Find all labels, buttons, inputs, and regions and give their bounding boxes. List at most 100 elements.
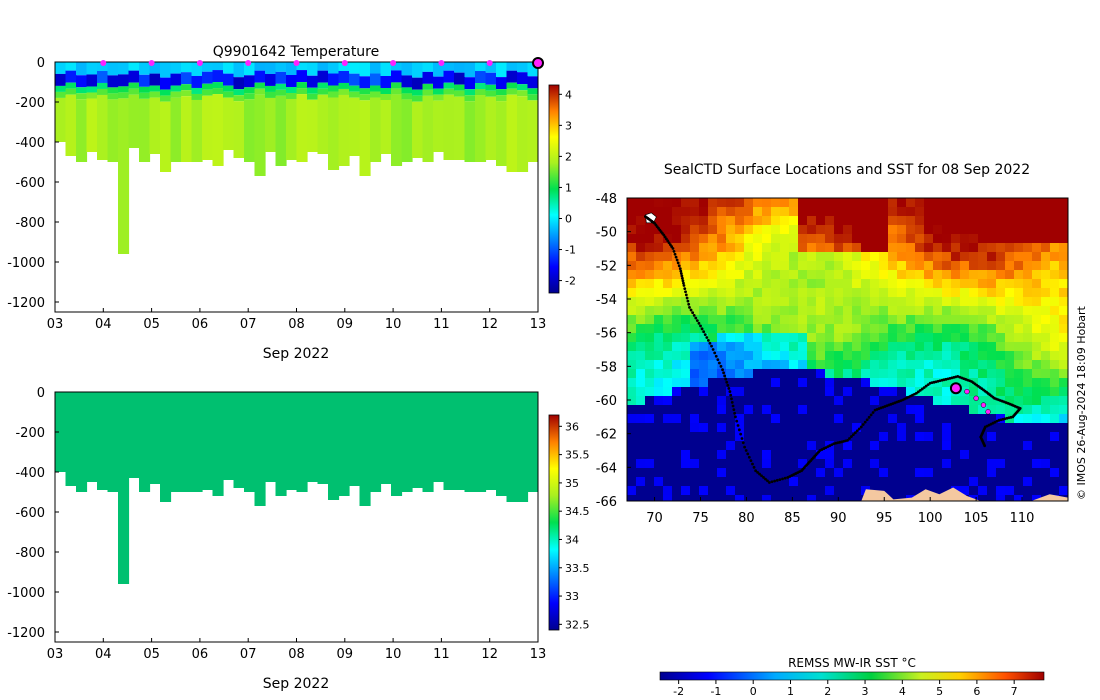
profile-marker [341,60,348,66]
sst-pixel [627,360,637,370]
sst-pixel [1005,234,1015,244]
colorbar-tick-label: -2 [565,275,576,288]
sst-pixel [879,333,889,343]
sst-pixel [1050,477,1060,487]
sst-pixel [798,459,808,469]
track-point [671,247,675,250]
sst-pixel [870,306,880,316]
sst-pixel [924,459,934,469]
sst-pixel [645,306,655,316]
track-point [684,293,688,297]
sst-pixel [789,216,799,226]
sst-pixel [780,396,790,406]
sst-pixel [753,387,763,397]
sst-pixel [744,378,754,388]
sst-pixel [906,405,916,415]
sst-pixel [708,351,718,361]
sst-pixel [645,324,655,334]
sst-pixel [762,315,772,325]
sst-pixel [906,234,916,244]
sst-pixel [987,270,997,280]
sst-pixel [744,477,754,487]
sst-pixel [861,432,871,442]
map-y-tick-label: -56 [596,327,617,342]
temperature-cell [527,100,538,162]
sst-pixel [1005,225,1015,235]
sst-pixel [726,279,736,289]
sst-colorbar-tick-label: -1 [710,685,721,698]
sst-pixel [888,234,898,244]
sst-pixel [681,414,691,424]
sst-pixel [879,414,889,424]
sst-pixel [807,333,817,343]
sst-pixel [708,315,718,325]
sst-pixel [708,234,718,244]
sst-pixel [681,351,691,361]
sst-pixel [627,288,637,298]
sst-pixel [744,486,754,496]
sst-pixel [1041,324,1051,334]
sst-pixel [1059,378,1068,388]
sst-pixel [996,369,1006,379]
sst-pixel [924,216,934,226]
track-point [853,431,857,435]
track-point [731,404,735,408]
sst-pixel [843,423,853,433]
sst-pixel [834,216,844,226]
sst-pixel [708,252,718,262]
sst-pixel [942,234,952,244]
sst-pixel [753,369,763,379]
sst-pixel [1023,459,1033,469]
map-y-tick-label: -48 [596,192,617,207]
colorbar-tick-label: 34 [565,533,579,546]
temperature-cell [380,94,392,101]
sst-pixel [906,198,916,208]
temperature-cell [412,62,424,78]
sst-pixel [771,450,781,460]
sst-pixel [969,234,979,244]
sst-pixel [969,225,979,235]
sst-pixel [681,270,691,280]
sst-pixel [987,306,997,316]
sst-pixel [816,306,826,316]
sst-pixel [663,342,673,352]
sst-pixel [915,225,925,235]
sst-pixel [762,378,772,388]
sst-pixel [807,216,817,226]
sst-pixel [978,270,988,280]
sst-pixel [852,468,862,478]
sst-pixel [816,378,826,388]
sst-pixel [987,225,997,235]
sst-pixel [690,396,700,406]
sst-pixel [780,225,790,235]
sst-pixel [798,315,808,325]
sst-pixel [1059,306,1068,316]
temperature-cell [275,95,287,166]
sst-pixel [717,486,727,496]
sst-pixel [888,324,898,334]
temperature-cell [55,91,67,98]
sst-pixel [960,243,970,253]
x-tick-label: 08 [288,647,305,662]
sst-pixel [834,324,844,334]
sst-pixel [816,369,826,379]
salinity-cell [307,392,319,482]
track-point [857,427,861,431]
temperature-cell [254,82,266,89]
sst-pixel [717,468,727,478]
sst-pixel [699,252,709,262]
colorbar-tick-label: 2 [565,150,572,163]
sst-colorbar-tick-label: 1 [787,685,794,698]
sst-pixel [942,315,952,325]
sst-pixel [807,369,817,379]
sst-pixel [1041,297,1051,307]
sst-pixel [852,288,862,298]
sst-pixel [699,270,709,280]
sst-pixel [861,396,871,406]
temperature-cell [244,75,256,88]
sst-pixel [933,459,943,469]
sst-pixel [654,306,664,316]
sst-pixel [1050,234,1060,244]
sst-pixel [771,351,781,361]
sst-pixel [987,360,997,370]
